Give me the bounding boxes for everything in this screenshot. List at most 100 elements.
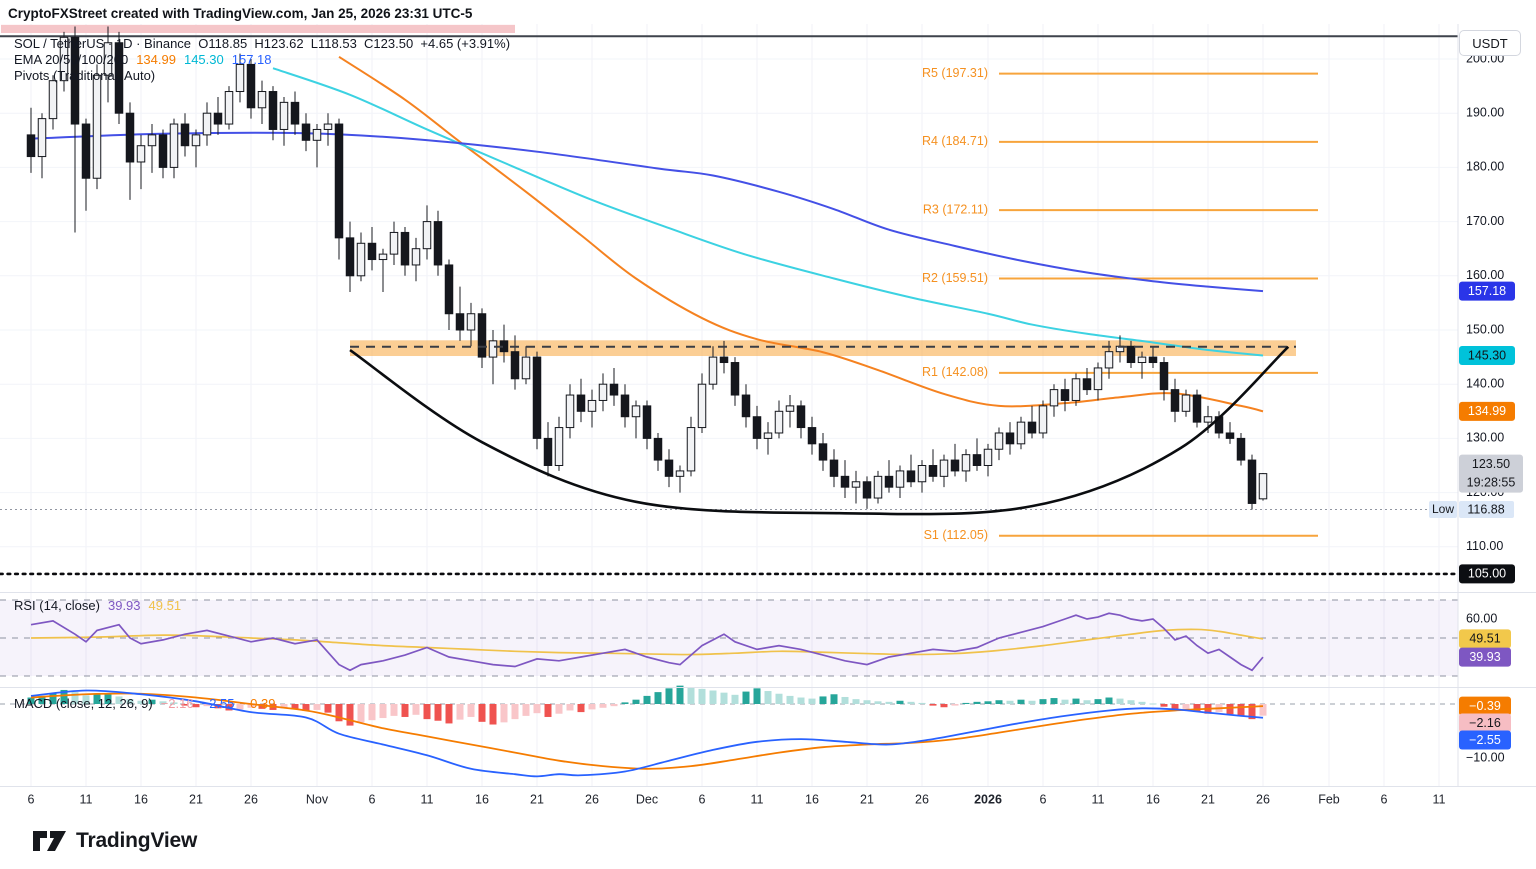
macd-histogram-bar — [984, 701, 992, 704]
macd-histogram-bar — [753, 688, 761, 704]
candle-body — [598, 383, 608, 401]
macd-histogram-bar — [1182, 704, 1190, 709]
macd-histogram-bar — [203, 704, 211, 707]
macd-histogram-bar — [313, 704, 321, 710]
macd-histogram-bar — [423, 704, 431, 720]
time-axis[interactable] — [0, 786, 1458, 812]
macd-histogram-bar — [874, 701, 882, 704]
time-axis-label: 21 — [1201, 792, 1215, 806]
pivot-label: R1 (142.08) — [922, 365, 988, 379]
price-axis-badge — [1459, 730, 1511, 750]
price-axis-badge-text: 157.18 — [1468, 284, 1506, 298]
time-axis-label: 6 — [369, 792, 376, 806]
price-axis-label: 180.00 — [1466, 160, 1504, 174]
macd-histogram-bar — [1050, 698, 1058, 704]
macd-histogram-bar — [60, 689, 68, 704]
time-axis-label: 11 — [80, 792, 93, 806]
currency-toggle-button[interactable]: USDT — [1459, 30, 1521, 56]
macd-histogram-bar — [456, 704, 464, 720]
macd-histogram-bar — [1116, 698, 1124, 704]
pivots-legend-label: Pivots (Traditional, Auto) — [14, 68, 156, 83]
candle-body — [851, 481, 861, 488]
macd-histogram-bar — [764, 691, 772, 704]
macd-histogram-bar — [434, 704, 442, 721]
candle-body — [719, 356, 729, 364]
macd-histogram-bar — [1028, 700, 1036, 704]
time-axis-label: 6 — [699, 792, 706, 806]
candle-body — [301, 123, 311, 141]
macd-line — [30, 689, 1264, 778]
candle-body — [939, 459, 949, 477]
time-axis-label: 11 — [751, 792, 764, 806]
rsi-legend: RSI (14, close) 39.93 49.51 — [14, 598, 181, 613]
candle-body — [510, 351, 520, 380]
macd-histogram-bar — [148, 699, 156, 704]
candle-body — [631, 405, 641, 418]
price-axis-badge-text: 39.93 — [1469, 650, 1500, 664]
symbol-legend: SOL / TetherUS · 1D · Binance O118.85 H1… — [14, 36, 510, 51]
candle-body — [565, 394, 575, 429]
tradingview-logo-icon — [33, 830, 66, 851]
macd-histogram-bar — [236, 704, 244, 710]
macd-histogram-bar — [1138, 701, 1146, 704]
candle-body — [928, 465, 938, 477]
macd-histogram-bar — [346, 704, 354, 726]
macd-histogram-bar — [390, 704, 398, 716]
main-price-pane[interactable] — [0, 24, 1458, 592]
price-axis-label: 170.00 — [1466, 214, 1504, 228]
candle-body — [1027, 421, 1037, 434]
ema-value: 145.30 — [183, 52, 224, 67]
candle-body — [1192, 394, 1202, 423]
price-axis-label: 130.00 — [1466, 431, 1504, 445]
candle-body — [972, 454, 982, 467]
macd-histogram-bar — [324, 704, 332, 713]
rsi-axis-label: 60.00 — [1466, 611, 1497, 625]
candle-body — [1038, 405, 1048, 434]
candle-body — [103, 42, 113, 76]
price-axis-badge-text: 105.00 — [1468, 567, 1506, 581]
candle-body — [862, 481, 872, 499]
tradingview-logo: TradingView — [33, 829, 197, 853]
macd-histogram-bar — [918, 702, 926, 704]
rsi-line — [30, 612, 1264, 672]
macd-value: −0.39 — [242, 696, 276, 711]
macd-histogram-bar — [511, 704, 519, 720]
time-axis-label: 11 — [421, 792, 434, 806]
candle-body — [686, 427, 696, 472]
macd-histogram-bar — [379, 704, 387, 719]
macd-histogram-bar — [49, 693, 57, 704]
candle-body — [796, 405, 806, 429]
macd-histogram-bar — [632, 699, 640, 704]
candle-body — [730, 362, 740, 396]
candle-body — [48, 80, 58, 120]
pivot-label: R4 (184.71) — [922, 134, 988, 148]
macd-histogram-bar — [258, 704, 266, 709]
candle-body — [466, 313, 476, 331]
candle-body — [70, 36, 80, 125]
macd-histogram-bar — [786, 695, 794, 704]
macd-histogram-bar — [280, 704, 288, 709]
candle-body — [1148, 356, 1158, 364]
macd-histogram-bar — [489, 704, 497, 725]
candle-body — [433, 221, 443, 266]
price-axis[interactable] — [1458, 24, 1536, 786]
macd-histogram-bar — [544, 704, 552, 717]
candle-body — [708, 356, 718, 385]
macd-legend: MACD (close, 12, 26, 9) −2.16 −2.55 −0.39 — [14, 696, 275, 711]
macd-histogram-bar — [654, 692, 662, 704]
page-title: CryptoFXStreet created with TradingView.… — [8, 6, 473, 21]
candle-body — [950, 459, 960, 472]
candle-body — [906, 470, 916, 483]
price-axis-label: 150.00 — [1466, 322, 1504, 336]
price-axis-label: 110.00 — [1466, 539, 1503, 553]
pivot-label: R2 (159.51) — [922, 271, 988, 285]
macd-histogram-bar — [335, 704, 343, 722]
candle-body — [521, 356, 531, 380]
macd-histogram-bar — [742, 691, 750, 704]
macd-histogram-bar — [852, 699, 860, 704]
candle-body — [697, 383, 707, 429]
macd-histogram-bar — [467, 704, 475, 717]
candle-body — [785, 405, 795, 412]
rsi-pane[interactable] — [0, 593, 1458, 687]
